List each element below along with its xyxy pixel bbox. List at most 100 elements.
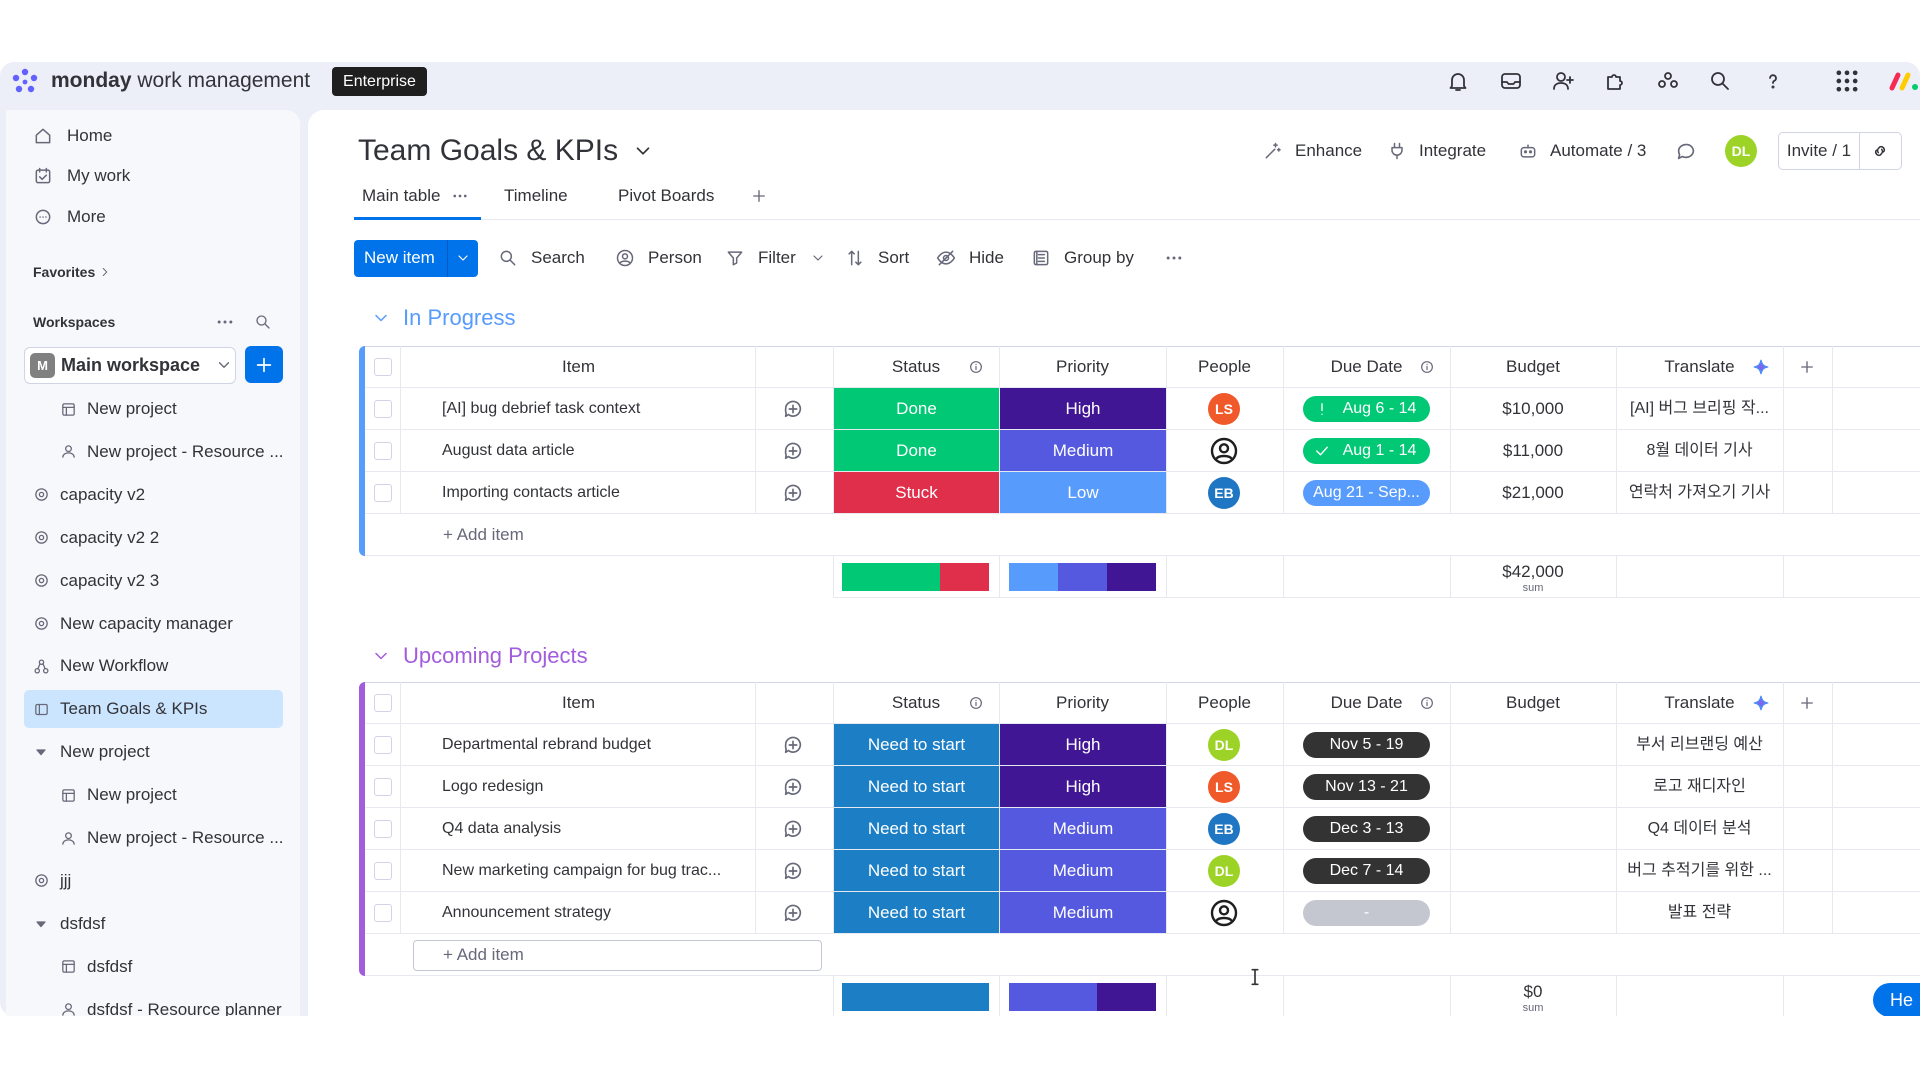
- row-checkbox[interactable]: [374, 862, 392, 880]
- priority-cell[interactable]: [1000, 850, 1166, 891]
- item-name[interactable]: Logo redesign: [442, 778, 544, 795]
- sidebar-item[interactable]: dsfdsf: [87, 956, 133, 976]
- person-avatar[interactable]: LS: [1208, 393, 1240, 425]
- toolbar-button[interactable]: Sort: [878, 248, 910, 267]
- column-header[interactable]: Priority: [1056, 357, 1109, 376]
- workspace-selector[interactable]: [24, 347, 236, 384]
- nav-item[interactable]: My work: [67, 166, 131, 186]
- status-label[interactable]: Need to start: [867, 819, 966, 838]
- group-title[interactable]: In Progress: [403, 305, 516, 330]
- status-label[interactable]: Stuck: [895, 483, 938, 502]
- sidebar-item[interactable]: capacity v2 2: [60, 527, 160, 547]
- status-cell[interactable]: [834, 388, 999, 429]
- priority-cell[interactable]: [1000, 892, 1166, 933]
- invite-box[interactable]: [1778, 132, 1902, 170]
- row-checkbox[interactable]: [374, 400, 392, 418]
- group-collapse[interactable]: [371, 646, 391, 666]
- topbar-people[interactable]: [1656, 69, 1680, 93]
- topbar-grid[interactable]: [1833, 67, 1861, 95]
- row-checkbox[interactable]: [374, 694, 392, 712]
- status-cell[interactable]: [834, 892, 999, 933]
- item-updates[interactable]: [782, 860, 804, 882]
- person-avatar[interactable]: EB: [1208, 813, 1240, 845]
- due-date[interactable]: -: [1303, 900, 1430, 926]
- title-chevron[interactable]: [632, 140, 654, 162]
- status-cell[interactable]: [834, 724, 999, 765]
- status-label[interactable]: Need to start: [867, 903, 966, 922]
- new-item-label[interactable]: New item: [364, 248, 435, 267]
- translate-value[interactable]: 연락처 가져오기 기사: [1628, 484, 1771, 501]
- translate-value[interactable]: Q4 데이터 분석: [1647, 820, 1752, 837]
- priority-label[interactable]: Medium: [1052, 903, 1114, 922]
- favorites-heading[interactable]: Favorites: [33, 264, 96, 280]
- priority-cell[interactable]: [1000, 724, 1166, 765]
- due-date[interactable]: Aug 6 - 14: [1303, 396, 1430, 422]
- column-header[interactable]: Due Date: [1330, 357, 1403, 376]
- row-checkbox[interactable]: [374, 358, 392, 376]
- sidebar-item[interactable]: jjj: [60, 870, 72, 890]
- add-item[interactable]: + Add item: [443, 525, 524, 544]
- view-tab[interactable]: Timeline: [504, 186, 568, 205]
- translate-value[interactable]: 버그 추적기를 위한 ...: [1627, 862, 1772, 879]
- budget-value[interactable]: $11,000: [1502, 441, 1564, 460]
- item-name[interactable]: New marketing campaign for bug trac...: [442, 862, 722, 879]
- toolbar-more[interactable]: [1164, 248, 1184, 268]
- topbar-help[interactable]: [1761, 69, 1785, 93]
- topbar-search[interactable]: [1708, 69, 1732, 93]
- item-updates[interactable]: [782, 734, 804, 756]
- sidebar-item[interactable]: capacity v2 3: [60, 570, 160, 590]
- column-header[interactable]: People: [1198, 357, 1251, 376]
- status-label[interactable]: Done: [896, 399, 937, 418]
- item-name[interactable]: Departmental rebrand budget: [442, 736, 652, 753]
- view-tab[interactable]: Main table: [362, 186, 441, 205]
- priority-label[interactable]: Medium: [1052, 441, 1114, 460]
- sidebar-item[interactable]: New project - Resource ...: [87, 828, 284, 847]
- priority-label[interactable]: High: [1065, 777, 1101, 796]
- sidebar-item[interactable]: New Workflow: [60, 656, 169, 676]
- column-header[interactable]: Budget: [1506, 357, 1560, 376]
- column-header[interactable]: Status: [891, 357, 941, 376]
- due-date[interactable]: Dec 7 - 14: [1303, 858, 1430, 884]
- sidebar-item[interactable]: dsfdsf - Resource planner: [87, 999, 282, 1019]
- column-header[interactable]: People: [1198, 693, 1251, 712]
- board-action[interactable]: Enhance: [1295, 141, 1363, 160]
- toolbar-button[interactable]: Group by: [1064, 248, 1134, 267]
- board-action[interactable]: Automate / 3: [1550, 141, 1647, 160]
- toolbar-button[interactable]: Search: [531, 248, 585, 267]
- person-avatar-default[interactable]: [1208, 897, 1240, 929]
- person-avatar[interactable]: DL: [1208, 855, 1240, 887]
- sidebar-item[interactable]: New project: [87, 399, 177, 418]
- nav-item[interactable]: Home: [67, 126, 113, 145]
- column-info[interactable]: [968, 359, 984, 375]
- sidebar-item[interactable]: New project: [87, 785, 177, 805]
- item-updates[interactable]: [782, 818, 804, 840]
- priority-label[interactable]: Low: [1067, 483, 1099, 502]
- toolbar-button[interactable]: Hide: [969, 248, 1004, 267]
- priority-cell[interactable]: [1000, 388, 1166, 429]
- item-updates[interactable]: [782, 398, 804, 420]
- row-checkbox[interactable]: [374, 820, 392, 838]
- add-view[interactable]: [750, 187, 768, 205]
- person-avatar[interactable]: EB: [1208, 477, 1240, 509]
- topbar-inbox[interactable]: [1499, 69, 1523, 93]
- status-cell[interactable]: [834, 766, 999, 807]
- sidebar-item[interactable]: Team Goals & KPIs: [60, 699, 208, 719]
- column-header[interactable]: Priority: [1056, 693, 1109, 712]
- priority-label[interactable]: Medium: [1052, 819, 1114, 838]
- item-updates[interactable]: [782, 776, 804, 798]
- status-label[interactable]: Need to start: [867, 777, 966, 796]
- add-column[interactable]: [1798, 694, 1816, 712]
- translate-value[interactable]: 8월 데이터 기사: [1646, 442, 1753, 459]
- item-name[interactable]: Importing contacts article: [442, 484, 620, 501]
- status-cell[interactable]: [834, 808, 999, 849]
- priority-label[interactable]: Medium: [1052, 861, 1114, 880]
- translate-value[interactable]: 부서 리브랜딩 예산: [1636, 736, 1763, 753]
- row-checkbox[interactable]: [374, 778, 392, 796]
- item-updates[interactable]: [782, 482, 804, 504]
- column-info[interactable]: [968, 695, 984, 711]
- new-item-menu[interactable]: [455, 250, 471, 266]
- priority-cell[interactable]: [1000, 808, 1166, 849]
- row-checkbox[interactable]: [374, 484, 392, 502]
- nav-item[interactable]: More: [67, 206, 106, 226]
- status-cell[interactable]: [834, 472, 999, 513]
